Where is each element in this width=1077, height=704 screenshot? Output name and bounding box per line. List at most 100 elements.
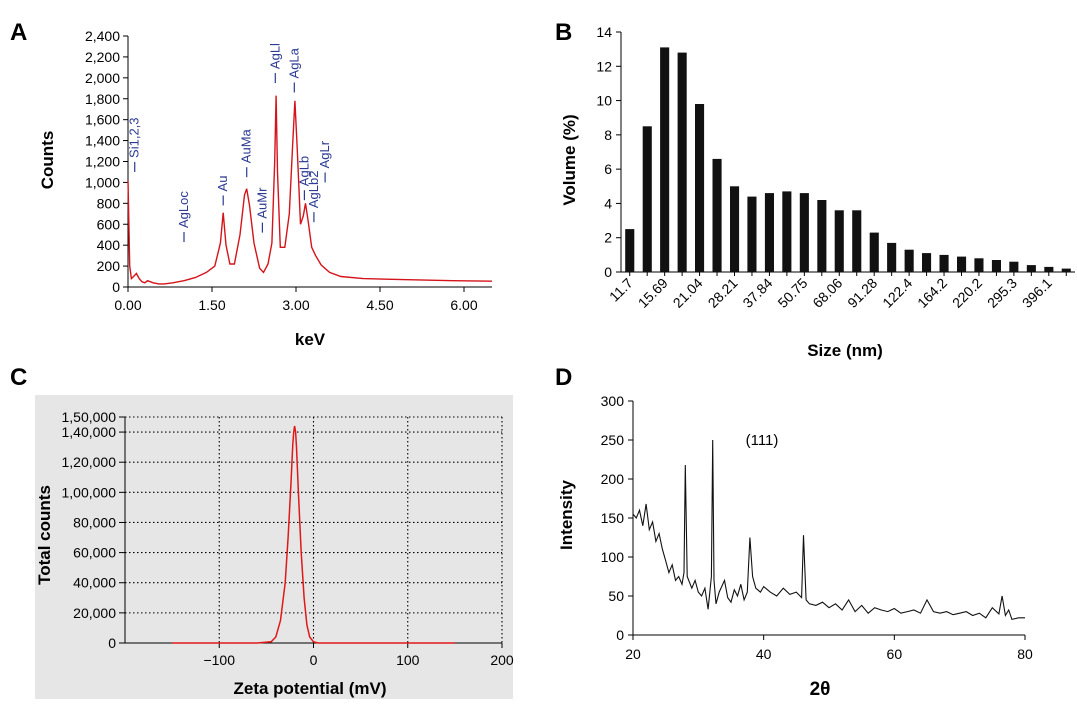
size-bar: [712, 158, 722, 272]
zeta-y-tick-label: 1,40,000: [62, 424, 117, 440]
eds-y-tick-label: 1,800: [85, 91, 120, 107]
size-x-tick-label: 295.3: [984, 275, 1020, 311]
size-x-tick-label: 37.84: [739, 275, 775, 311]
xrd-peak-annotation: (111): [746, 432, 779, 449]
eds-peak-label: AgLr: [317, 140, 332, 168]
size-x-tick-label: 50.75: [774, 275, 810, 311]
eds-peak-label: AgLa: [286, 47, 301, 78]
zeta-x-tick-label: 200: [490, 652, 514, 668]
zeta-y-tick-label: 1,00,000: [62, 484, 117, 500]
size-x-tick-label: 164.2: [914, 275, 950, 311]
eds-x-tick-label: 6.00: [450, 297, 477, 313]
size-y-tick-label: 14: [596, 24, 612, 40]
size-bar: [991, 260, 1001, 272]
zeta-series-line: [172, 425, 455, 644]
eds-x-axis-label: keV: [295, 330, 326, 349]
eds-y-tick-label: 0: [112, 279, 120, 295]
size-bar: [1009, 261, 1019, 272]
eds-peak-label: AuMr: [254, 187, 269, 219]
size-bar: [764, 193, 774, 272]
size-bar: [904, 249, 914, 272]
zeta-grid: [125, 416, 503, 643]
size-bar: [782, 191, 792, 272]
xrd-x-tick-label: 40: [756, 646, 772, 662]
eds-x-tick-label: 1.50: [198, 297, 225, 313]
zeta-ticks: 0 20,000 40,000 60,000 80,000 1,00,000 1,20,00…: [62, 409, 514, 668]
size-bar: [1026, 265, 1036, 272]
eds-y-tick-label: 800: [97, 195, 121, 211]
size-bar: [922, 253, 932, 272]
eds-y-tick-label: 2,000: [85, 70, 120, 86]
size-bar: [695, 104, 705, 272]
zeta-x-tick-label: 0: [310, 652, 318, 668]
eds-ticks: 0 200 400 600 800 1,000 1,200 1,400 1,600 1,800 2,…: [85, 28, 492, 313]
xrd-y-tick-label: 200: [601, 471, 625, 487]
panel-b-size-distribution: B 0246810121411.715.6921.0428.2137.8450.…: [555, 19, 1075, 360]
size-y-tick-label: 12: [596, 58, 612, 74]
size-y-tick-label: 8: [604, 127, 612, 143]
xrd-y-tick-label: 300: [601, 393, 625, 409]
size-bar: [939, 254, 949, 272]
size-bar: [677, 52, 687, 272]
zeta-x-tick-label: 100: [396, 652, 420, 668]
xrd-x-tick-label: 80: [1017, 646, 1033, 662]
size-x-tick-label: 122.4: [879, 275, 915, 311]
zeta-line: [172, 425, 455, 644]
eds-peak-label: AuMa: [239, 128, 254, 163]
eds-peak-label: AgLoc: [176, 191, 191, 228]
eds-y-tick-label: 1,000: [85, 174, 120, 190]
size-bar: [747, 196, 757, 272]
zeta-y-tick-label: 1,50,000: [62, 409, 117, 425]
zeta-x-tick-label: −100: [203, 652, 235, 668]
panel-a-eds-chart: A 0 200 400 600 800 1,000 1,200 1,400 1,600 1,800…: [10, 19, 493, 349]
eds-x-tick-label: 0.00: [114, 297, 141, 313]
size-y-tick-label: 4: [604, 195, 612, 211]
panel-label-c: C: [10, 364, 27, 391]
eds-series-line: [127, 95, 493, 285]
eds-x-tick-label: 4.50: [366, 297, 393, 313]
size-bar: [625, 229, 635, 272]
size-bar: [834, 210, 844, 272]
xrd-y-axis-label: Intensity: [557, 480, 576, 550]
eds-y-tick-label: 400: [97, 237, 121, 253]
zeta-y-axis-label: Total counts: [35, 485, 54, 585]
panel-d-xrd-chart: D 0 50 100 150 200 250 300 20 40 60 80 (111) 2θ In…: [555, 364, 1033, 700]
xrd-y-tick-label: 150: [601, 510, 625, 526]
xrd-x-tick-label: 20: [625, 646, 641, 662]
size-x-axis-label: Size (nm): [807, 341, 883, 360]
zeta-y-tick-label: 0: [108, 635, 116, 651]
size-x-tick-label: 91.28: [844, 275, 880, 311]
size-x-tick-label: 220.2: [949, 275, 985, 311]
size-bar: [1061, 268, 1071, 272]
size-bar: [957, 256, 967, 272]
size-y-tick-label: 10: [596, 93, 612, 109]
eds-y-tick-label: 600: [97, 216, 121, 232]
xrd-y-tick-label: 250: [601, 432, 625, 448]
size-bar: [730, 186, 740, 272]
eds-peak-label: Si1,2,3: [127, 117, 142, 157]
xrd-ticks: 0 50 100 150 200 250 300 20 40 60 80: [601, 393, 1033, 662]
size-y-axis-label: Volume (%): [560, 114, 579, 205]
zeta-y-tick-label: 20,000: [73, 605, 116, 621]
size-x-tick-label: 68.06: [809, 275, 845, 311]
eds-y-tick-label: 2,400: [85, 28, 120, 44]
zeta-y-tick-label: 60,000: [73, 545, 116, 561]
xrd-x-tick-label: 60: [887, 646, 903, 662]
size-bars: [625, 47, 1071, 273]
size-y-tick-label: 2: [604, 230, 612, 246]
eds-x-tick-label: 3.00: [282, 297, 309, 313]
eds-y-axis-label: Counts: [38, 131, 57, 190]
xrd-y-tick-label: 100: [601, 549, 625, 565]
zeta-background: [35, 395, 513, 699]
eds-peak-label: Au: [215, 176, 230, 192]
size-bar: [799, 193, 809, 272]
eds-y-tick-label: 1,600: [85, 112, 120, 128]
panel-label-d: D: [555, 364, 572, 391]
eds-y-tick-label: 1,400: [85, 133, 120, 149]
size-y-tick-label: 6: [604, 161, 612, 177]
eds-peak-label: AgLl: [267, 43, 282, 69]
size-bar: [887, 242, 897, 272]
size-bar: [817, 200, 827, 272]
size-bar: [642, 126, 652, 272]
